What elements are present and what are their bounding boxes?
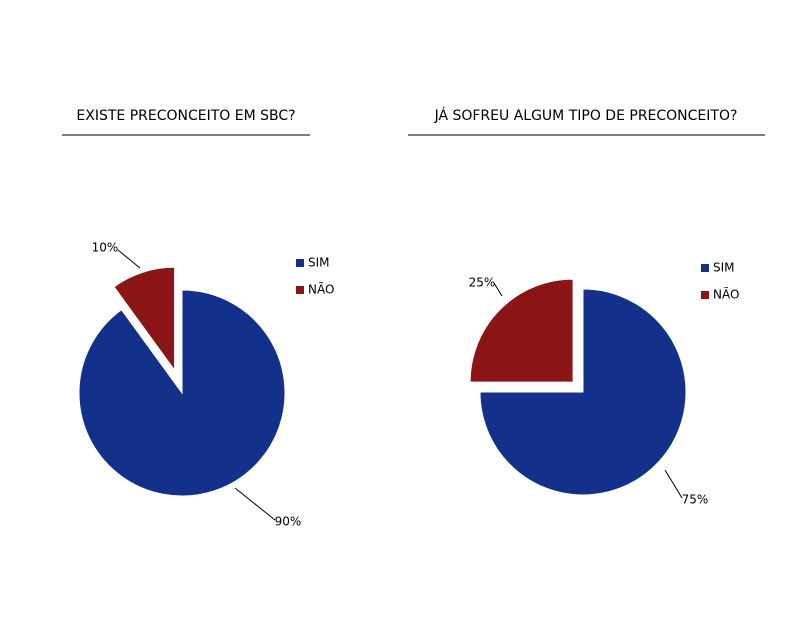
leader-line bbox=[234, 487, 276, 521]
data-label: 25% bbox=[469, 276, 496, 290]
data-label: 10% bbox=[92, 241, 119, 255]
legend-label: SIM bbox=[713, 261, 735, 275]
leader-line bbox=[664, 469, 683, 499]
pie-slice bbox=[479, 288, 687, 496]
pie-slice bbox=[469, 278, 574, 383]
data-label: 90% bbox=[275, 515, 302, 529]
legend-swatch bbox=[296, 286, 304, 294]
legend-swatch bbox=[701, 264, 709, 272]
legend-swatch bbox=[701, 291, 709, 299]
legend-label: NÃO bbox=[713, 287, 739, 302]
chart-title: EXISTE PRECONCEITO EM SBC? bbox=[76, 108, 295, 124]
chart-title: JÁ SOFREU ALGUM TIPO DE PRECONCEITO? bbox=[434, 107, 738, 124]
legend-label: NÃO bbox=[308, 282, 334, 297]
legend-swatch bbox=[296, 259, 304, 267]
pie-slice bbox=[113, 266, 176, 372]
leader-line bbox=[493, 282, 503, 297]
legend-label: SIM bbox=[308, 256, 330, 270]
data-label: 75% bbox=[682, 493, 709, 507]
leader-line bbox=[117, 249, 141, 269]
pie-slice bbox=[78, 289, 286, 497]
